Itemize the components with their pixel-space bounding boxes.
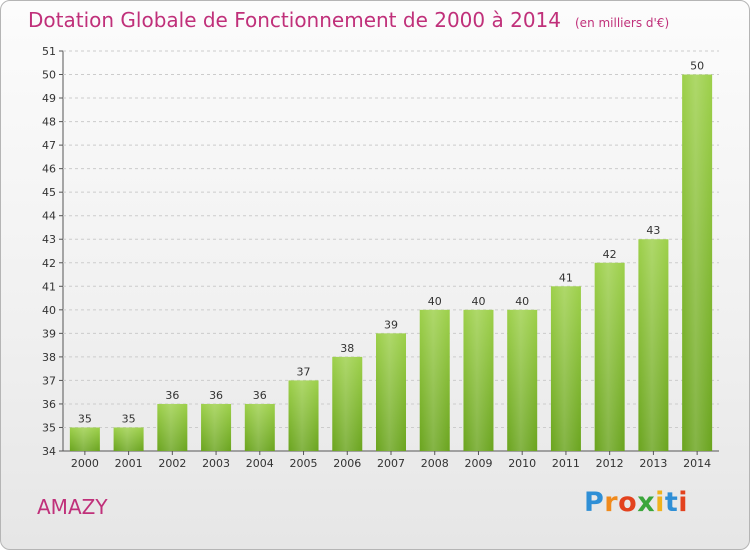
bar-highlight	[201, 403, 232, 451]
x-tick-label: 2011	[552, 457, 580, 470]
bar-highlight	[594, 262, 625, 451]
y-tick-label: 34	[42, 445, 56, 458]
logo-letter: r	[604, 487, 619, 518]
x-tick-label: 2012	[596, 457, 624, 470]
logo-letter: x	[637, 487, 656, 518]
bar-highlight	[288, 380, 319, 451]
commune-name: AMAZY	[37, 495, 108, 519]
y-tick-label: 42	[42, 257, 56, 270]
proxiti-logo[interactable]: Proxiti	[584, 487, 688, 518]
logo-letter: P	[584, 487, 605, 518]
bar-highlight	[682, 74, 713, 451]
bar-value-label: 37	[297, 365, 311, 378]
x-tick-label: 2009	[464, 457, 492, 470]
x-tick-label: 2013	[639, 457, 667, 470]
bar-highlight	[507, 309, 538, 451]
logo-letter: i	[655, 487, 665, 518]
bar-value-label: 43	[646, 224, 660, 237]
y-tick-label: 35	[42, 421, 56, 434]
bar-value-label: 39	[384, 318, 398, 331]
bar-value-label: 40	[515, 295, 529, 308]
logo-letter: t	[664, 487, 679, 518]
x-tick-label: 2007	[377, 457, 405, 470]
bar-highlight	[638, 239, 669, 451]
x-tick-label: 2014	[683, 457, 711, 470]
bar-value-label: 40	[428, 295, 442, 308]
bar-value-label: 36	[165, 389, 179, 402]
bar-highlight	[332, 356, 363, 451]
bar-highlight	[244, 403, 275, 451]
y-tick-label: 41	[42, 280, 56, 293]
bar-highlight	[69, 427, 100, 451]
bar-highlight	[463, 309, 494, 451]
title-row: Dotation Globale de Fonctionnement de 20…	[28, 8, 669, 32]
bar-highlight	[550, 286, 581, 451]
bar-value-label: 42	[603, 248, 617, 261]
x-tick-label: 2006	[333, 457, 361, 470]
y-tick-label: 38	[42, 351, 56, 364]
x-tick-label: 2005	[290, 457, 318, 470]
bar-value-label: 41	[559, 271, 573, 284]
x-tick-label: 2004	[246, 457, 274, 470]
y-tick-label: 44	[42, 210, 56, 223]
labels-layer: 34 35 36 37 38 39 40 41 42 43 44 45 46 47 48 49 50 51 35 20…	[42, 45, 711, 470]
y-tick-label: 43	[42, 233, 56, 246]
y-tick-label: 51	[42, 45, 56, 58]
y-tick-label: 50	[42, 69, 56, 82]
chart-title: Dotation Globale de Fonctionnement de 20…	[28, 8, 561, 32]
bar-value-label: 35	[122, 412, 136, 425]
y-tick-label: 48	[42, 116, 56, 129]
bar-value-label: 36	[253, 389, 267, 402]
y-tick-label: 36	[42, 398, 56, 411]
bar-value-label: 38	[340, 342, 354, 355]
bar-highlight	[419, 309, 450, 451]
bar-value-label: 50	[690, 60, 704, 73]
bar-highlight	[113, 427, 144, 451]
bars-layer	[69, 74, 713, 451]
y-tick-label: 39	[42, 327, 56, 340]
y-tick-label: 49	[42, 92, 56, 105]
x-tick-label: 2003	[202, 457, 230, 470]
chart-subtitle: (en milliers d'€)	[575, 16, 670, 30]
x-tick-label: 2008	[421, 457, 449, 470]
x-tick-label: 2001	[115, 457, 143, 470]
bar-value-label: 36	[209, 389, 223, 402]
bar-highlight	[157, 403, 188, 451]
y-tick-label: 46	[42, 163, 56, 176]
y-tick-label: 40	[42, 304, 56, 317]
y-tick-label: 45	[42, 186, 56, 199]
x-tick-label: 2002	[158, 457, 186, 470]
x-tick-label: 2000	[71, 457, 99, 470]
y-tick-label: 47	[42, 139, 56, 152]
logo-letter: o	[618, 487, 638, 518]
bar-value-label: 35	[78, 412, 92, 425]
logo-letter: i	[678, 487, 689, 518]
bar-highlight	[376, 333, 406, 451]
x-tick-label: 2010	[508, 457, 536, 470]
bar-value-label: 40	[471, 295, 485, 308]
y-tick-label: 37	[42, 374, 56, 387]
